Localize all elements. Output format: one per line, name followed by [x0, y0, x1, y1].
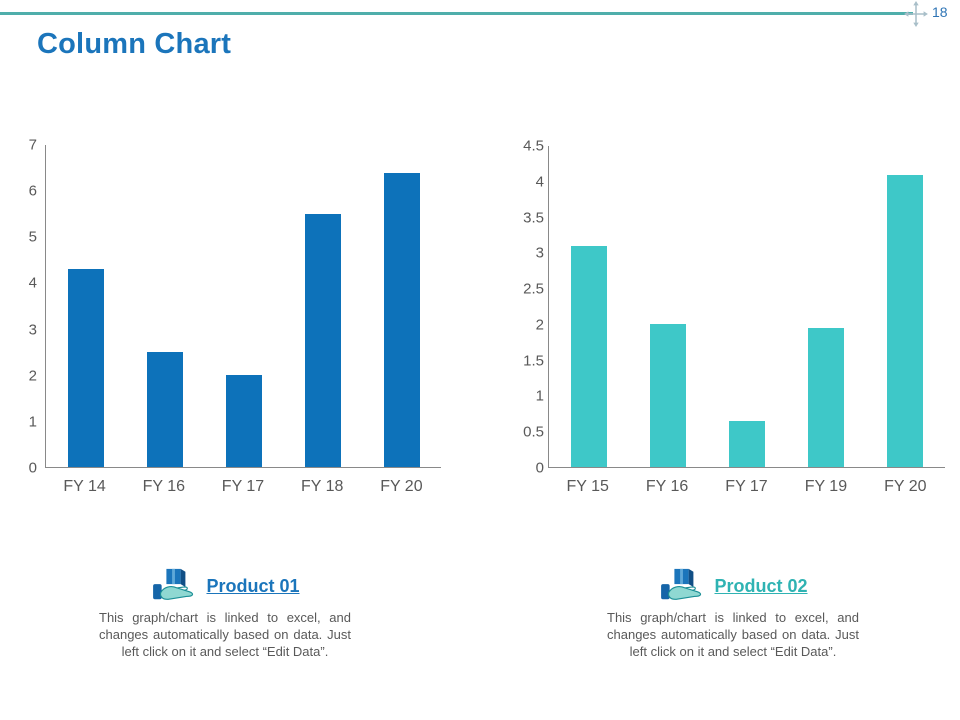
bar-fy-17[interactable] [729, 420, 765, 467]
bar-fy-19[interactable] [808, 327, 845, 467]
product-01-header: Product 01 [99, 567, 351, 605]
product-02-header: Product 02 [607, 567, 859, 605]
column-chart-product-01[interactable]: 0 1 2 3 4 5 6 7 FY 14 FY 16 FY 17 FY 18 FY 20 [13, 138, 441, 495]
chart1-y-axis: 0 1 2 3 4 5 6 7 [13, 138, 41, 476]
page-title: Column Chart [37, 28, 232, 60]
y-tick-label: 5 [28, 228, 37, 246]
hand-holding-box-icon [150, 567, 198, 605]
y-tick-label: 3 [28, 321, 37, 339]
y-tick-label: 2 [28, 367, 37, 385]
y-tick-label: 6 [28, 182, 37, 200]
chart1-plot-area [45, 145, 441, 468]
x-tick-label: FY 20 [380, 478, 423, 495]
bar-fy-16[interactable] [649, 324, 686, 467]
column-chart-product-02[interactable]: 0 0.5 1 1.5 2 2.5 3 3.5 4 4.5 FY 15 FY 16 FY 17 FY 1… [516, 139, 945, 495]
x-tick-label: FY 19 [804, 478, 848, 495]
chart2-y-axis: 0 0.5 1 1.5 2 2.5 3 3.5 4 4.5 [516, 139, 548, 476]
product-description: This graph/chart is linked to excel, and… [607, 610, 859, 659]
y-tick-label: 4 [535, 173, 544, 191]
y-tick-label: 0 [28, 459, 37, 477]
top-divider-line [0, 12, 913, 15]
hand-holding-box-icon [658, 567, 706, 605]
y-tick-label: 0 [535, 459, 544, 477]
y-tick-label: 3.5 [523, 209, 544, 227]
bar-fy-20[interactable] [383, 172, 420, 467]
bar-fy-14[interactable] [67, 269, 104, 467]
x-tick-label: FY 14 [63, 478, 106, 495]
chart2-x-axis: FY 15 FY 16 FY 17 FY 19 FY 20 [548, 471, 945, 495]
x-tick-label: FY 20 [884, 478, 927, 495]
y-tick-label: 7 [28, 136, 37, 154]
bar-fy-20[interactable] [887, 174, 924, 467]
y-tick-label: 3 [535, 244, 544, 262]
x-tick-label: FY 16 [142, 478, 185, 495]
bar-fy-18[interactable] [304, 214, 341, 467]
x-tick-label: FY 15 [566, 478, 609, 495]
bar-fy-15[interactable] [570, 245, 607, 467]
bar-fy-17[interactable] [225, 375, 262, 467]
product-02-block: Product 02 This graph/chart is linked to… [607, 567, 859, 661]
product-01-block: Product 01 This graph/chart is linked to… [99, 567, 351, 661]
y-tick-label: 4.5 [523, 137, 544, 155]
x-tick-label: FY 17 [725, 478, 768, 495]
y-tick-label: 1 [535, 387, 544, 405]
move-handle-icon[interactable] [903, 1, 929, 27]
y-tick-label: 4 [28, 274, 37, 292]
y-tick-label: 2 [535, 316, 544, 334]
x-tick-label: FY 17 [221, 478, 265, 495]
chart1-x-axis: FY 14 FY 16 FY 17 FY 18 FY 20 [45, 471, 441, 495]
x-tick-label: FY 16 [645, 478, 689, 495]
product-description: This graph/chart is linked to excel, and… [99, 610, 351, 659]
product-name[interactable]: Product 01 [206, 575, 300, 596]
x-tick-label: FY 18 [300, 478, 344, 495]
y-tick-label: 0.5 [523, 423, 544, 441]
product-name[interactable]: Product 02 [714, 575, 808, 596]
chart2-plot-area [548, 146, 945, 468]
page-number: 18 [932, 4, 948, 20]
bar-fy-16[interactable] [146, 352, 183, 467]
y-tick-label: 1 [28, 413, 37, 431]
y-tick-label: 1.5 [523, 352, 544, 370]
y-tick-label: 2.5 [523, 280, 544, 298]
